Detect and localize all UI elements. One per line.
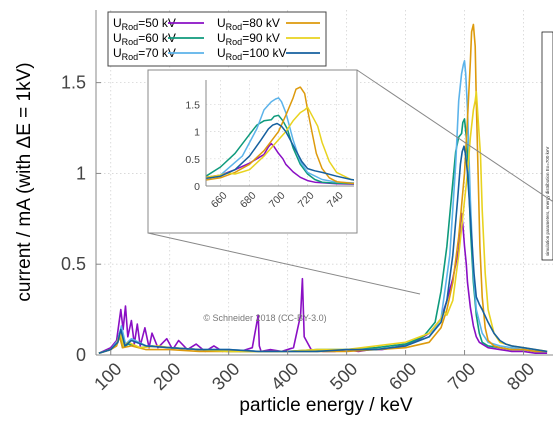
inset-y-tick-label: 0.5 xyxy=(185,154,200,166)
legend-item-100kv: URod=100 kV xyxy=(217,46,320,62)
legend-box xyxy=(107,11,327,67)
series-line-50kv xyxy=(98,212,548,354)
inset-series xyxy=(206,86,354,185)
y-tick-label: 0 xyxy=(76,345,86,365)
inset-series-line-60kv xyxy=(206,114,354,185)
inset-y-ticks: 0 0.5 1 1.5 xyxy=(185,99,200,193)
y-axis-ticks: 0 0.5 1 1.5 xyxy=(61,73,101,365)
legend-label: URod=100 kV xyxy=(217,46,287,62)
legend-label: URod=50 kV xyxy=(113,16,176,32)
legend-item-80kv: URod=80 kV xyxy=(217,16,320,32)
x-axis-title: particle energy / keV xyxy=(239,395,413,416)
series-line-100kv xyxy=(98,145,548,354)
inset-zoom: 660 680 700 720 740 00.511.5 xyxy=(147,69,358,234)
series-line-80kv xyxy=(98,23,548,354)
svg-text:simulation parameters, energy: simulation parameters, energy distributi… xyxy=(545,147,550,256)
legend-label: URod=60 kV xyxy=(113,31,176,47)
inset-series-line-70kv xyxy=(206,97,354,184)
legend-label: URod=80 kV xyxy=(217,16,280,32)
main-plot-frame xyxy=(95,10,553,356)
y-tick-label: 0.5 xyxy=(61,254,86,274)
y-axis-title: current / mA (with ΔE = 1kV) xyxy=(14,62,35,301)
main-series xyxy=(98,23,548,354)
inset-y-tick-label: 1 xyxy=(194,127,200,139)
inset-y-tick-label: 0 xyxy=(194,181,200,193)
y-tick-label: 1.5 xyxy=(61,73,86,93)
legend-item-70kv: URod=70 kV xyxy=(113,46,204,62)
y-tick-label: 1 xyxy=(76,163,86,183)
inset-series-line-90kv xyxy=(206,106,354,181)
inset-y-tick-label: 1.5 xyxy=(185,99,200,111)
credit-text: © Schneider 2018 (CC-BY-3.0) xyxy=(203,313,326,323)
legend-item-90kv: URod=90 kV xyxy=(217,31,320,47)
legend-label: URod=90 kV xyxy=(217,31,280,47)
inset-series-line-100kv xyxy=(206,122,354,181)
zoom-connector-lines xyxy=(147,69,553,295)
inset-axes xyxy=(205,80,354,187)
side-note: simulation parameters, energy distributi… xyxy=(541,31,553,261)
inset-series-line-50kv xyxy=(206,142,354,185)
legend-item-60kv: URod=60 kV xyxy=(113,31,204,47)
legend-item-50kv: URod=50 kV xyxy=(113,16,204,32)
inset-series-line-80kv xyxy=(206,86,354,185)
legend-label: URod=70 kV xyxy=(113,46,176,62)
